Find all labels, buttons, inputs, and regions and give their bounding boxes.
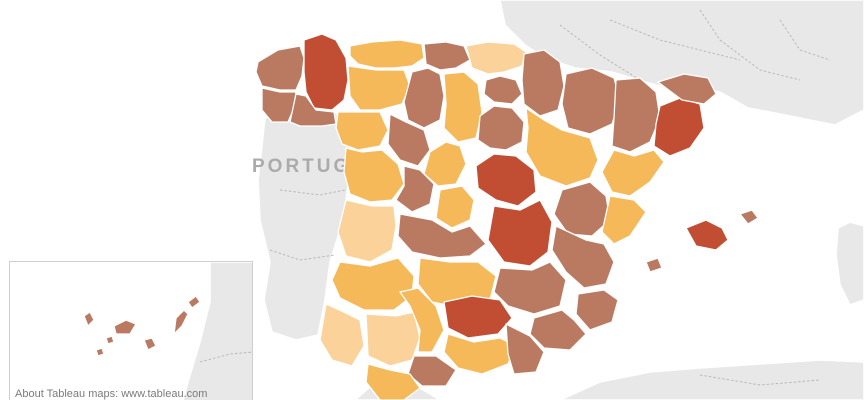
- province-valladolid[interactable]: [387, 113, 431, 167]
- province-basque-country[interactable]: [465, 41, 527, 75]
- country-label-portugal: PORTUG: [252, 156, 351, 177]
- island-tenerife[interactable]: [113, 319, 137, 335]
- canary-islands[interactable]: [83, 295, 201, 357]
- map-credit[interactable]: About Tableau maps: www.tableau.com: [15, 388, 208, 400]
- province-zaragoza[interactable]: [525, 107, 599, 187]
- province-sevilla[interactable]: [365, 311, 421, 367]
- island-gran-canaria[interactable]: [143, 337, 157, 351]
- province-la-rioja[interactable]: [483, 75, 523, 105]
- island-la-palma[interactable]: [83, 311, 95, 327]
- province-huesca[interactable]: [561, 67, 621, 135]
- province-leon[interactable]: [347, 65, 411, 111]
- province-palencia[interactable]: [403, 67, 445, 129]
- province-cuenca[interactable]: [487, 199, 553, 267]
- province-teruel[interactable]: [553, 181, 611, 237]
- province-castellon[interactable]: [601, 195, 647, 245]
- province-tarragona[interactable]: [601, 149, 665, 197]
- island-la-gomera[interactable]: [105, 335, 115, 345]
- province-badajoz[interactable]: [331, 257, 415, 311]
- canary-islands-inset: [9, 261, 253, 400]
- province-girona[interactable]: [657, 73, 717, 105]
- province-alicante[interactable]: [575, 289, 619, 331]
- province-cordoba[interactable]: [399, 287, 445, 353]
- province-murcia[interactable]: [529, 309, 587, 351]
- province-navarra[interactable]: [521, 49, 565, 117]
- province-a-coruna[interactable]: [255, 45, 305, 91]
- province-avila[interactable]: [395, 165, 435, 213]
- sardinia-land: [835, 221, 864, 306]
- province-ibiza[interactable]: [645, 257, 663, 273]
- province-lleida[interactable]: [611, 77, 661, 153]
- province-asturias[interactable]: [349, 39, 425, 69]
- province-burgos[interactable]: [443, 71, 483, 143]
- province-valencia[interactable]: [551, 225, 615, 289]
- province-toledo[interactable]: [397, 213, 487, 259]
- province-huelva[interactable]: [319, 303, 365, 367]
- province-salamanca[interactable]: [343, 147, 405, 203]
- province-guadalajara[interactable]: [475, 153, 537, 207]
- province-cadiz[interactable]: [365, 363, 421, 400]
- island-el-hierro[interactable]: [95, 347, 105, 357]
- province-albacete[interactable]: [493, 261, 567, 315]
- island-lanzarote[interactable]: [187, 295, 201, 309]
- province-caceres[interactable]: [337, 199, 397, 263]
- algeria-land: [559, 359, 864, 400]
- province-zamora[interactable]: [335, 111, 389, 151]
- province-menorca[interactable]: [739, 209, 759, 225]
- province-soria[interactable]: [477, 105, 525, 151]
- province-barcelona[interactable]: [653, 97, 705, 157]
- background-land: [257, 0, 864, 400]
- island-fuerteventura[interactable]: [173, 309, 189, 335]
- inset-canvas: [83, 262, 252, 400]
- portugal-land: [257, 107, 353, 341]
- province-cantabria[interactable]: [423, 41, 471, 71]
- province-mallorca[interactable]: [685, 219, 729, 251]
- background-borders: [269, 9, 831, 386]
- spain-provinces[interactable]: [255, 33, 759, 400]
- inset-africa-coast: [182, 262, 252, 400]
- province-madrid[interactable]: [435, 185, 475, 229]
- province-granada[interactable]: [443, 333, 517, 375]
- province-almeria[interactable]: [505, 323, 545, 375]
- province-jaen[interactable]: [443, 295, 513, 339]
- province-lugo[interactable]: [303, 33, 349, 111]
